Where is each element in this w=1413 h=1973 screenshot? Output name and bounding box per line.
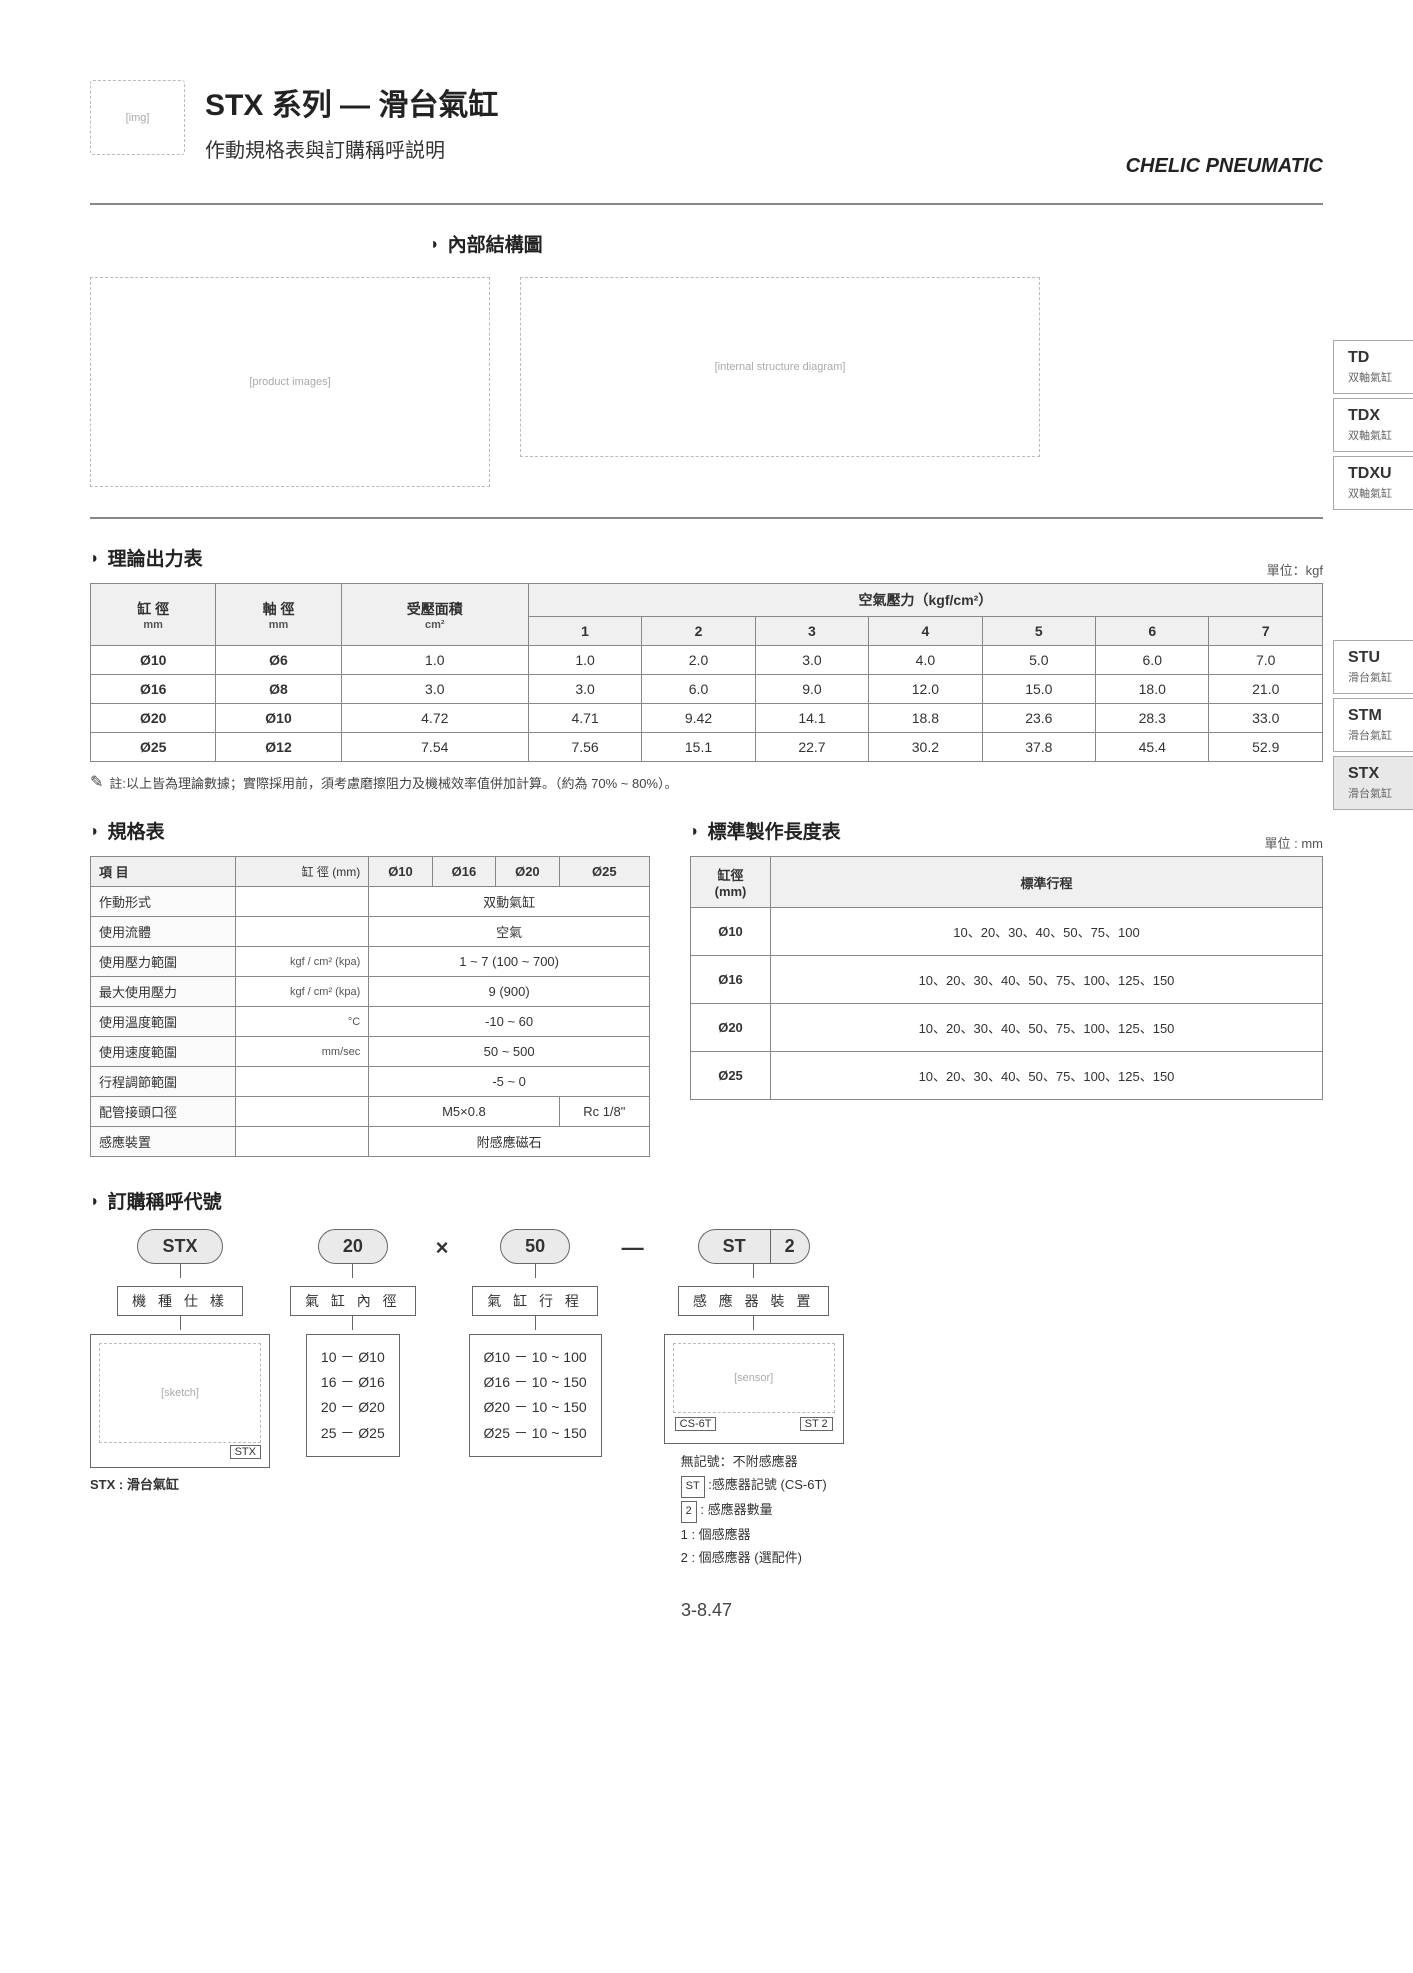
sensor-image-box: [sensor] CS-6T ST 2 [664,1334,844,1444]
model-box-label: STX [230,1445,261,1459]
order-model-col: STX 機 種 仕 樣 [sketch] STX STX : 滑台氣缸 [90,1229,270,1493]
stroke-label: 氣 缸 行 程 [472,1286,598,1316]
title-rest: 系列 — 滑台氣缸 [263,89,498,122]
product-thumbnail: [img] [90,80,185,155]
structure-title-text: 內部結構圖 [448,230,543,257]
model-sketch: [sketch] [99,1343,261,1443]
th-item: 項 目 [91,857,236,887]
force-title-text: 理論出力表 [108,544,203,571]
th-stroke-bore: 缸徑 (mm) [691,857,771,908]
side-tab-tdx[interactable]: TDX双軸氣缸 [1333,398,1413,452]
bore-options: 10 － Ø1016 － Ø1620 － Ø2025 － Ø25 [306,1334,400,1457]
sensor-pill-l: ST [698,1229,770,1264]
model-label: 機 種 仕 樣 [117,1286,243,1316]
order-bore-col: 20 氣 缸 內 徑 10 － Ø1016 － Ø1620 － Ø2025 － … [290,1229,416,1457]
stroke-unit: 單位 : mm [1265,833,1324,852]
separator-dash: — [622,1229,644,1261]
stroke-title-text: 標準製作長度表 [708,817,841,844]
arrow-icon [90,820,100,842]
arrow-icon [90,1190,100,1212]
bore-label: 氣 缸 內 徑 [290,1286,416,1316]
side-tab-stu[interactable]: STU滑台氣缸 [1333,640,1413,694]
structure-diagram: [internal structure diagram] [520,277,1040,457]
model-pill: STX [137,1229,222,1264]
side-nav-2: STU滑台氣缸STM滑台氣缸STX滑台氣缸 [1333,640,1413,810]
section-divider [90,517,1323,519]
arrow-icon [430,233,440,255]
model-image-box: [sketch] STX [90,1334,270,1468]
spec-table: 項 目 缸 徑 (mm) Ø10 Ø16 Ø20 Ø25 作動形式双動氣缸使用流… [90,856,650,1157]
structure-section-title: 內部結構圖 [430,230,1323,257]
th-bore-label: 缸 徑 (mm) [236,857,369,887]
order-title: 訂購稱呼代號 [90,1187,1323,1214]
page-number: 3-8.47 [90,1600,1323,1621]
sensor-label: 感 應 器 裝 置 [678,1286,830,1316]
spec-table-title: 規格表 [90,817,650,844]
header-divider [90,203,1323,205]
order-title-text: 訂購稱呼代號 [108,1187,222,1214]
sensor-notes: 無記號：不附感應器ST :感應器記號 (CS-6T)2 : 感應器數量 1 : … [681,1450,827,1570]
force-unit: 單位：kgf [1267,560,1323,579]
spec-title-text: 規格表 [108,817,165,844]
page-title: STX 系列 — 滑台氣缸 [205,80,1323,124]
stroke-table: 缸徑 (mm) 標準行程 Ø1010、20、30、40、50、75、100Ø16… [690,856,1323,1100]
note-icon [90,772,103,792]
sensor-pill-r: 2 [770,1229,810,1264]
side-tab-stx[interactable]: STX滑台氣缸 [1333,756,1413,810]
model-caption: STX : 滑台氣缸 [90,1474,179,1493]
arrow-icon [690,820,700,842]
stroke-options: Ø10 － 10 ~ 100Ø16 － 10 ~ 150Ø20 － 10 ~ 1… [469,1334,602,1457]
order-stroke-col: 50 氣 缸 行 程 Ø10 － 10 ~ 100Ø16 － 10 ~ 150Ø… [469,1229,602,1457]
side-tab-td[interactable]: TD双軸氣缸 [1333,340,1413,394]
side-tab-tdxu[interactable]: TDXU双軸氣缸 [1333,456,1413,510]
side-tab-stm[interactable]: STM滑台氣缸 [1333,698,1413,752]
stroke-pill: 50 [500,1229,570,1264]
th-b20: Ø20 [496,857,559,887]
th-stroke: 標準行程 [771,857,1323,908]
th-b16: Ø16 [432,857,495,887]
sensor-img-r: ST 2 [800,1417,833,1431]
product-photo: [product images] [90,277,490,487]
sensor-sketch: [sensor] [673,1343,835,1413]
title-model: STX [205,89,263,122]
note-text: 註:以上皆為理論數據；實際採用前，須考慮磨擦阻力及機械效率值併加計算。（約為 7… [109,773,677,792]
force-table: 缸 徑mm軸 徑mm受壓面積cm²空氣壓力（kgf/cm²）1234567 Ø1… [90,583,1323,762]
sensor-img-l: CS-6T [675,1417,717,1431]
force-note: 註:以上皆為理論數據；實際採用前，須考慮磨擦阻力及機械效率值併加計算。（約為 7… [90,772,1323,792]
bore-pill: 20 [318,1229,388,1264]
order-sensor-col: ST 2 感 應 器 裝 置 [sensor] CS-6T ST 2 無記號：不… [664,1229,844,1570]
side-nav-1: TD双軸氣缸TDX双軸氣缸TDXU双軸氣缸 [1333,340,1413,510]
separator-times: × [436,1229,449,1261]
th-b25: Ø25 [559,857,649,887]
stroke-table-title: 標準製作長度表 [690,817,841,844]
th-b10: Ø10 [369,857,432,887]
force-table-title: 理論出力表 [90,544,203,571]
arrow-icon [90,547,100,569]
brand-label: CHELIC PNEUMATIC [1126,155,1323,178]
